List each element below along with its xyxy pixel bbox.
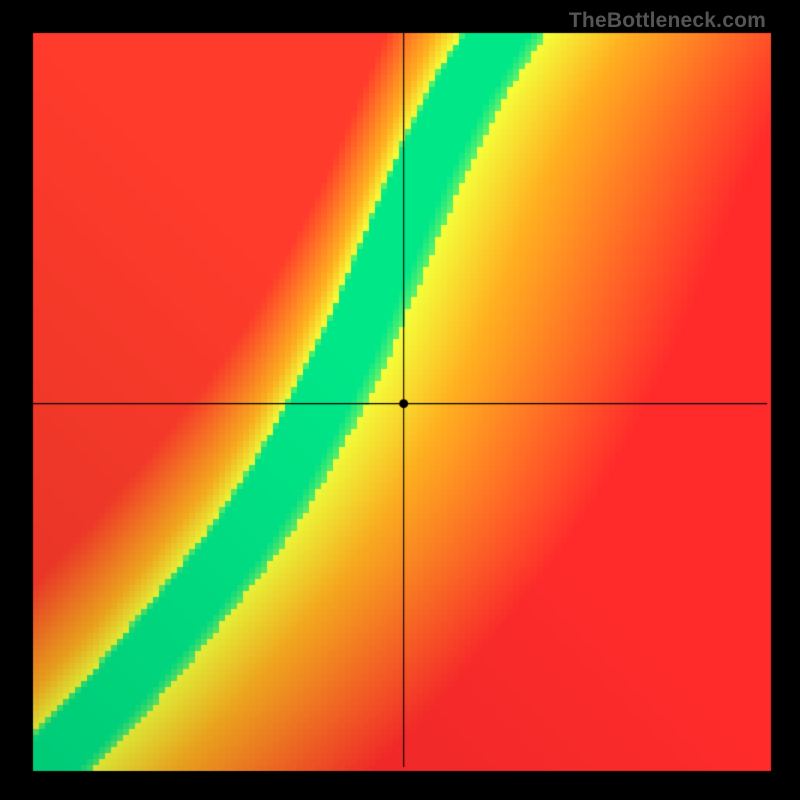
watermark-text: TheBottleneck.com — [569, 9, 766, 33]
chart-container: TheBottleneck.com — [0, 0, 800, 800]
bottleneck-heatmap — [0, 0, 800, 800]
